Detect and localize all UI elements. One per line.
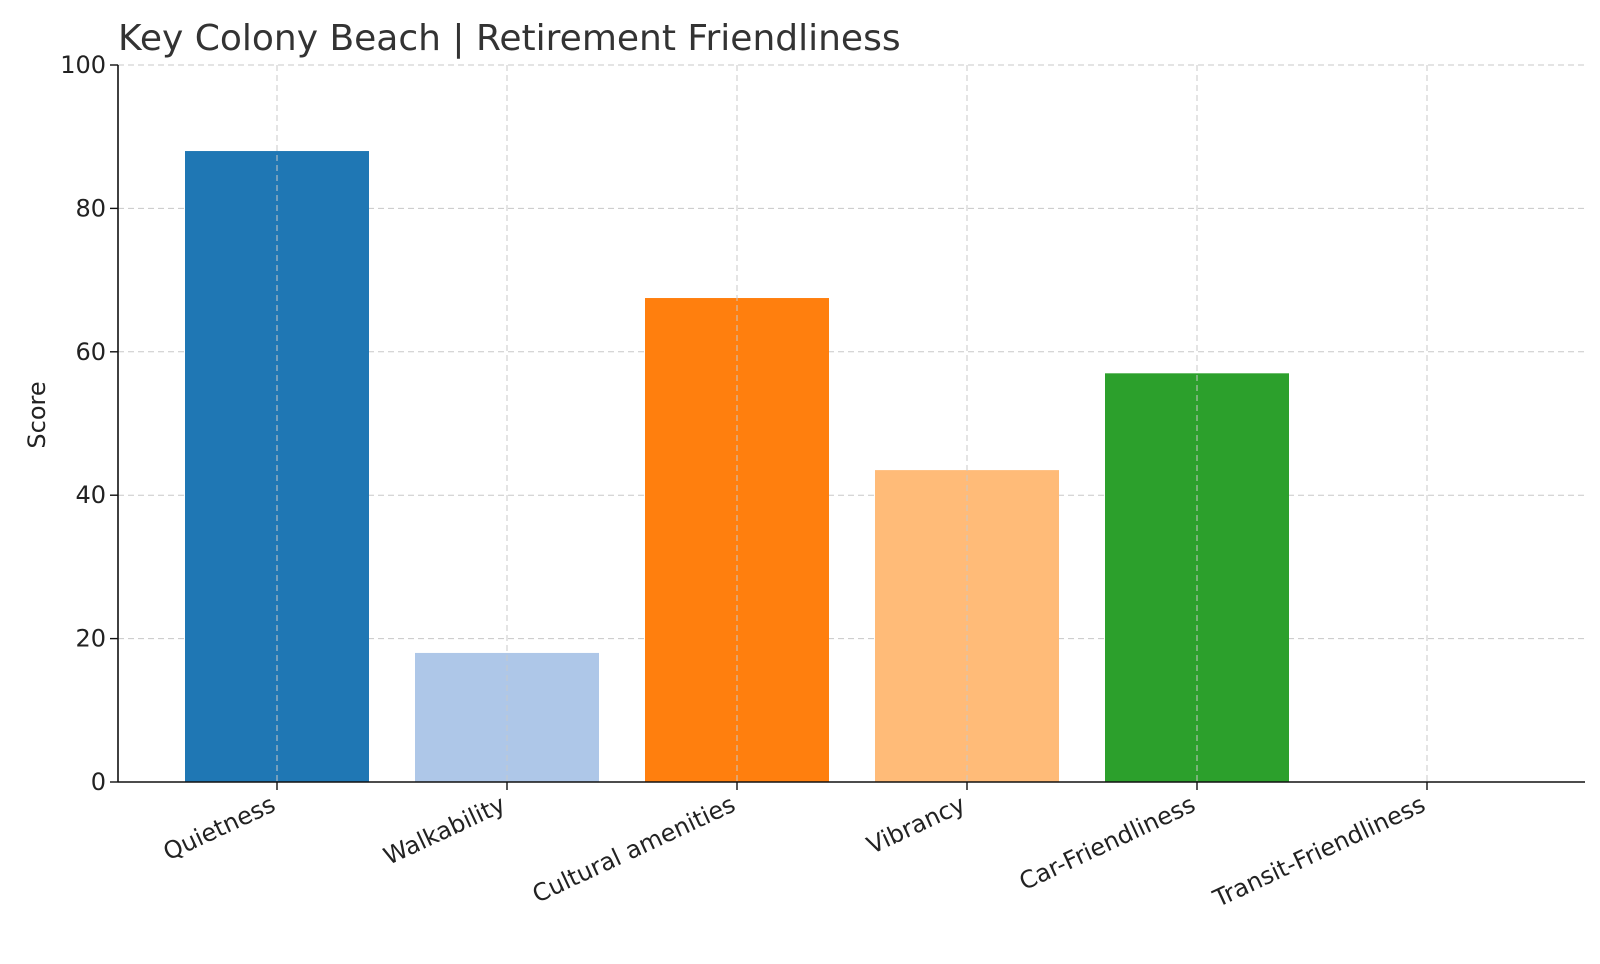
axis-layer	[117, 65, 1585, 783]
y-tick-label: 80	[75, 194, 106, 222]
y-tick-layer: 0 20 40 60 80 100	[60, 51, 118, 796]
x-tick-label: Transit-Friendliness	[1208, 790, 1429, 913]
x-tick-label: Walkability	[379, 790, 509, 871]
y-axis-label: Score	[23, 381, 51, 448]
y-tick-label: 100	[60, 51, 106, 79]
y-tick-label: 60	[75, 338, 106, 366]
x-tick-layer: Quietness Walkability Cultural amenities Vi…	[159, 782, 1430, 913]
chart-title: Key Colony Beach | Retirement Friendline…	[118, 18, 901, 59]
y-tick-label: 0	[91, 768, 106, 796]
x-tick-label: Car-Friendliness	[1015, 790, 1200, 896]
x-tick-label: Cultural amenities	[528, 790, 739, 908]
x-tick-label: Quietness	[159, 790, 280, 866]
y-tick-label: 40	[75, 481, 106, 509]
x-tick-label: Vibrancy	[863, 790, 970, 860]
y-tick-label: 20	[75, 625, 106, 653]
